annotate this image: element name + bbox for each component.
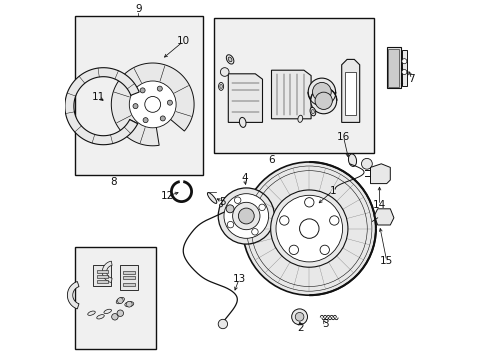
Polygon shape <box>120 265 138 290</box>
Text: 10: 10 <box>176 36 189 46</box>
Ellipse shape <box>309 107 315 116</box>
Circle shape <box>144 96 160 112</box>
Circle shape <box>291 309 307 325</box>
Ellipse shape <box>87 311 95 315</box>
Circle shape <box>401 59 406 64</box>
Circle shape <box>361 158 371 169</box>
Ellipse shape <box>97 315 104 319</box>
Text: 9: 9 <box>135 4 142 14</box>
Circle shape <box>218 188 274 244</box>
Ellipse shape <box>104 309 111 314</box>
Polygon shape <box>67 282 79 309</box>
Text: 12: 12 <box>160 191 173 201</box>
Polygon shape <box>370 164 389 184</box>
Circle shape <box>140 88 145 93</box>
Polygon shape <box>373 209 393 225</box>
Bar <box>213 18 373 153</box>
Text: 1: 1 <box>329 186 335 196</box>
Circle shape <box>251 229 258 235</box>
Polygon shape <box>401 50 407 86</box>
Ellipse shape <box>297 115 302 122</box>
Bar <box>75 16 203 175</box>
Polygon shape <box>387 49 399 87</box>
Circle shape <box>167 100 172 105</box>
Ellipse shape <box>348 154 356 166</box>
Bar <box>75 247 156 349</box>
Circle shape <box>304 198 313 207</box>
Polygon shape <box>228 74 262 122</box>
Circle shape <box>129 81 176 128</box>
Bar <box>97 275 107 278</box>
Circle shape <box>157 86 162 91</box>
Polygon shape <box>345 72 355 115</box>
Circle shape <box>143 118 148 123</box>
Bar <box>123 271 135 274</box>
Ellipse shape <box>219 204 223 207</box>
Text: 15: 15 <box>379 256 392 266</box>
Circle shape <box>117 298 123 303</box>
Text: 3: 3 <box>322 319 328 329</box>
Ellipse shape <box>226 55 233 64</box>
Circle shape <box>232 202 260 230</box>
Ellipse shape <box>207 193 216 203</box>
Ellipse shape <box>228 57 231 62</box>
Circle shape <box>312 82 330 101</box>
Circle shape <box>126 301 132 307</box>
Text: 8: 8 <box>110 177 116 187</box>
Circle shape <box>270 190 347 267</box>
Ellipse shape <box>239 117 245 127</box>
Text: 11: 11 <box>92 92 105 102</box>
Circle shape <box>288 245 298 255</box>
Polygon shape <box>65 68 139 145</box>
Circle shape <box>310 88 336 114</box>
Text: 4: 4 <box>241 173 247 183</box>
Circle shape <box>314 92 332 109</box>
Text: 6: 6 <box>267 155 274 165</box>
Circle shape <box>234 197 241 203</box>
Circle shape <box>227 221 233 228</box>
Bar <box>123 276 135 279</box>
Ellipse shape <box>220 85 222 89</box>
Polygon shape <box>386 47 400 88</box>
Polygon shape <box>271 70 310 119</box>
Polygon shape <box>102 261 112 283</box>
Text: 14: 14 <box>372 200 386 210</box>
Polygon shape <box>341 59 359 122</box>
Circle shape <box>299 219 318 238</box>
Circle shape <box>218 319 227 329</box>
Circle shape <box>275 195 342 262</box>
Circle shape <box>295 312 303 321</box>
Bar <box>123 283 135 286</box>
Bar <box>97 270 107 273</box>
Polygon shape <box>93 265 111 286</box>
Text: 2: 2 <box>296 323 303 333</box>
Circle shape <box>279 216 288 225</box>
Circle shape <box>329 216 338 225</box>
Ellipse shape <box>311 109 314 114</box>
Circle shape <box>117 310 123 316</box>
Circle shape <box>242 162 375 295</box>
Circle shape <box>258 204 265 211</box>
Polygon shape <box>111 63 194 146</box>
Text: 5: 5 <box>219 197 226 207</box>
Circle shape <box>224 194 268 238</box>
Text: 7: 7 <box>408 74 414 84</box>
Circle shape <box>307 78 335 105</box>
Text: 13: 13 <box>232 274 245 284</box>
Bar <box>97 280 107 283</box>
Circle shape <box>160 116 165 121</box>
Ellipse shape <box>116 297 124 304</box>
Circle shape <box>238 208 254 224</box>
Circle shape <box>133 104 138 109</box>
Ellipse shape <box>124 302 134 307</box>
Circle shape <box>401 69 406 75</box>
Circle shape <box>225 205 234 213</box>
Circle shape <box>220 68 228 76</box>
Ellipse shape <box>218 82 223 90</box>
Circle shape <box>111 314 118 320</box>
Circle shape <box>320 245 329 255</box>
Text: 16: 16 <box>336 132 349 142</box>
